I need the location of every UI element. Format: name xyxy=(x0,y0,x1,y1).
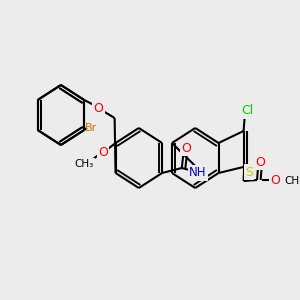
Text: CH₃: CH₃ xyxy=(75,159,94,169)
Text: S: S xyxy=(245,166,253,178)
Text: Cl: Cl xyxy=(241,104,253,118)
Text: O: O xyxy=(256,155,266,169)
Text: O: O xyxy=(181,142,191,154)
Text: NH: NH xyxy=(189,167,207,179)
Text: CH₃: CH₃ xyxy=(284,176,300,186)
Text: O: O xyxy=(98,146,108,160)
Text: Br: Br xyxy=(85,123,98,133)
Text: O: O xyxy=(270,175,280,188)
Text: O: O xyxy=(94,101,103,115)
